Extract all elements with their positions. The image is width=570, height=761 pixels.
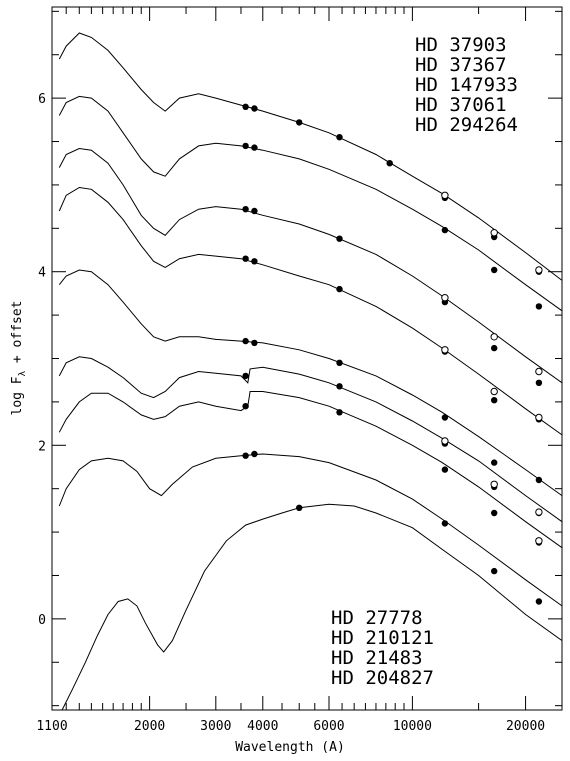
x-tick-label: 2000 [134,719,165,734]
photometry-point-filled [251,144,258,151]
photometry-point-filled [251,450,258,458]
photometry-point-filled [242,142,249,150]
photometry-point-filled [242,337,249,345]
series-line-7 [58,391,563,549]
photometry-point-filled [491,459,498,466]
photometry-point-filled [336,134,343,141]
y-tick-label: 6 [38,92,46,107]
series-line-5 [58,269,563,497]
photometry-point-open [535,413,543,422]
y-axis-title-subscript: λ [18,370,28,376]
series-line-4 [58,186,563,436]
legend-bottom: HD 27778 HD 210121 HD 21483 HD 204827 [331,607,434,689]
photometry-point-filled [491,509,498,517]
photometry-point-open [535,266,543,274]
photometry-point-filled [441,414,449,421]
photometry-point-filled [251,339,258,347]
photometry-point-filled [491,266,498,274]
x-axis-title: Wavelength (A) [235,740,345,755]
photometry-point-filled [242,403,249,410]
legend-top-entry: HD 37061 [415,94,507,116]
legend-top-entry: HD 37903 [415,34,507,56]
y-axis-title: log Fλ + offset [10,300,28,415]
series-line-1 [58,32,563,281]
y-tick-labels: 0 2 4 6 [38,92,46,628]
legend-bottom-entry: HD 210121 [331,627,434,649]
photometry-point-filled [242,372,249,380]
legend-top-entry: HD 147933 [415,74,518,96]
photometry-point-filled [336,409,343,416]
photometry-point-filled [296,119,303,126]
photometry-point-filled [535,598,543,605]
photometry-point-filled [491,397,498,404]
series-line-9 [61,503,563,711]
photometry-point-filled [251,258,258,265]
photometry-point-filled [242,452,249,459]
photometry-point-filled [336,235,343,242]
series-line-6 [58,356,563,523]
series-line-2 [58,95,563,312]
photometry-point-filled [251,207,258,215]
series-line-8 [58,453,563,607]
legend-top: HD 37903 HD 37367 HD 147933 HD 37061 HD … [415,34,518,136]
photometry-point-open [441,437,449,445]
photometry-point-open [441,294,449,302]
x-tick-label: 20000 [506,719,545,734]
y-tick-label: 0 [38,613,46,628]
legend-top-entry: HD 37367 [415,54,507,76]
photometry-point-filled [251,105,258,112]
photometry-point-open [490,480,498,488]
photometry-point-filled [535,379,543,386]
legend-top-entry: HD 294264 [415,114,518,136]
photometry-point-filled [441,520,449,527]
photometry-point-open [490,229,498,237]
x-tick-label: 6000 [313,719,344,734]
x-tick-label: 3000 [200,719,231,734]
photometry-point-open [490,333,498,341]
x-tick-label: 1100 [36,719,67,734]
photometry-point-filled [491,344,498,352]
photometry-point-filled [242,103,249,111]
photometry-point-filled [242,255,249,262]
photometry-point-open [535,367,543,376]
x-tick-label: 10000 [393,719,432,734]
photometry-point-filled [296,504,303,511]
x-tick-labels: 1100 2000 3000 4000 6000 10000 20000 [36,719,545,734]
legend-bottom-entry: HD 21483 [331,647,423,669]
photometry-point-open [441,346,449,354]
photometry-point-open [535,537,543,545]
y-axis-title-main: log F [10,376,25,415]
photometry-point-filled [535,476,543,484]
photometry-point-filled [441,466,449,473]
x-tick-label: 4000 [247,719,278,734]
marker-layer [242,103,543,605]
photometry-point-filled [336,383,343,390]
series-layer [58,32,563,711]
y-tick-label: 2 [38,439,46,454]
series-line-3 [58,147,563,384]
photometry-point-filled [441,226,449,234]
photometry-point-filled [386,160,393,167]
photometry-point-filled [336,359,343,366]
tick-layer [51,7,563,710]
photometry-point-filled [491,567,498,575]
legend-bottom-entry: HD 204827 [331,667,434,689]
y-axis-title-rest: + offset [10,300,25,370]
photometry-point-filled [535,303,543,310]
y-tick-label: 4 [38,266,46,281]
photometry-point-open [490,387,498,396]
legend-bottom-entry: HD 27778 [331,607,423,629]
photometry-point-open [441,191,449,200]
photometry-point-filled [336,285,343,293]
photometry-point-open [535,508,543,516]
photometry-point-filled [242,206,249,213]
